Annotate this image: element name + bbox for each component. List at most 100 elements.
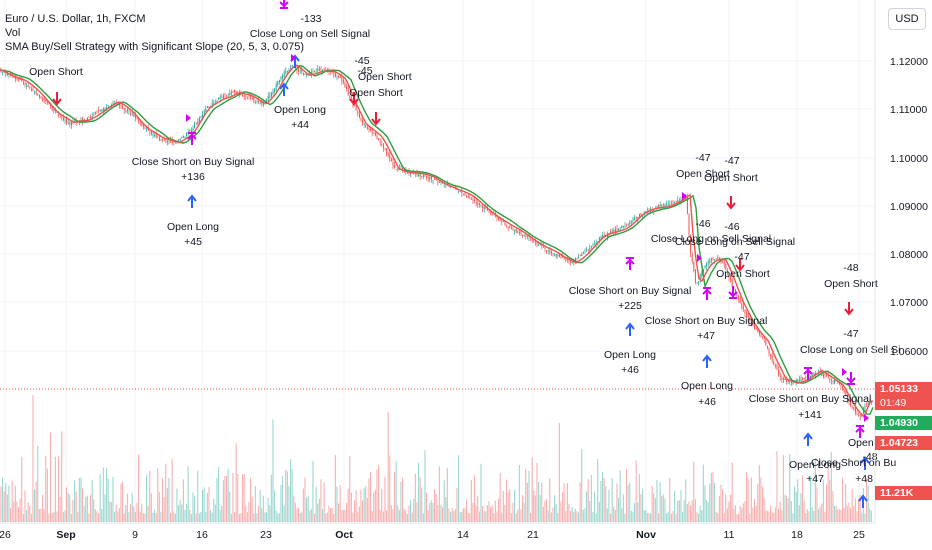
volume-bar <box>760 477 762 522</box>
candle-body <box>744 310 746 314</box>
candle-body <box>34 91 36 93</box>
volume-bar <box>600 481 602 522</box>
candle-body <box>173 141 175 143</box>
candle-body <box>659 205 661 207</box>
candle-body <box>586 249 588 251</box>
candle-body <box>93 114 95 116</box>
time-axis[interactable]: 26 Sep 9 16 23 Oct 14 21 Nov 11 18 25 <box>0 529 865 541</box>
candle-body <box>66 119 68 123</box>
volume-bar <box>21 456 23 522</box>
candle-body <box>546 249 548 251</box>
candle-body <box>435 178 437 181</box>
volume-bar <box>718 496 720 522</box>
volume-bar <box>14 485 16 522</box>
candle-body <box>235 91 237 94</box>
candle-body <box>579 255 581 257</box>
candle-body <box>768 348 770 354</box>
candle-body <box>222 95 224 99</box>
volume-bar <box>235 443 237 522</box>
price-axis[interactable]: 1.12000 1.11000 1.10000 1.09000 1.08000 1.070… <box>890 56 928 358</box>
volume-bar <box>614 509 616 522</box>
candle-body <box>810 375 812 380</box>
volume-indicator-label[interactable]: Vol <box>5 27 21 39</box>
signal-label: Close Short on Buy Signal <box>645 315 768 327</box>
candle-body <box>6 73 8 75</box>
volume-bar <box>824 511 826 522</box>
volume-bar <box>430 500 432 522</box>
volume-bar <box>838 508 840 522</box>
candle-body <box>779 373 781 377</box>
candle-body <box>850 400 852 406</box>
signal-label: Open Long <box>274 104 326 116</box>
candle-body <box>693 262 695 271</box>
volume-bar <box>560 501 562 522</box>
candle-body <box>515 229 517 233</box>
volume-bar <box>176 488 178 522</box>
long-signal-arrow <box>625 322 635 336</box>
candle-body <box>304 73 306 75</box>
candle-body <box>846 396 848 400</box>
candle-body <box>827 375 829 378</box>
volume-bar <box>96 511 98 522</box>
volume-bar <box>422 513 424 522</box>
candle-body <box>698 281 700 283</box>
candle-body <box>256 101 258 103</box>
volume-bar <box>414 473 416 522</box>
volume-bar <box>536 462 538 522</box>
volume-bar <box>392 508 394 522</box>
candle-body <box>22 82 24 84</box>
candle-body <box>395 169 397 171</box>
volume-bar <box>448 508 450 522</box>
signal-label: +225 <box>618 300 642 312</box>
currency-button[interactable]: USD <box>888 8 926 30</box>
signal-label: Open Short <box>716 268 770 280</box>
strategy-label[interactable]: SMA Buy/Sell Strategy with Significant S… <box>5 41 304 53</box>
candle-body <box>162 139 164 141</box>
volume-bar <box>139 511 141 522</box>
candle-body <box>723 261 725 265</box>
candle-body <box>374 132 376 136</box>
candle-body <box>418 174 420 177</box>
volume-bar <box>158 491 160 522</box>
candle-body <box>858 415 860 417</box>
volume-bar <box>248 502 250 522</box>
volume-bar <box>675 513 677 522</box>
candle-body <box>702 269 704 273</box>
symbol-title[interactable]: Euro / U.S. Dollar, 1h, FXCM <box>5 13 146 25</box>
candle-body <box>741 304 743 308</box>
candle-body <box>275 84 277 90</box>
volume-bar <box>829 479 831 522</box>
volume-bar <box>142 513 144 522</box>
volume-bar <box>672 511 674 522</box>
volume-bar <box>869 508 871 522</box>
candle-body <box>653 209 655 212</box>
short-signal-arrow <box>735 258 745 272</box>
volume-bar <box>285 469 287 522</box>
volume-bar <box>562 491 564 522</box>
volume-bar <box>491 505 493 522</box>
volume-bar <box>642 488 644 522</box>
candle-body <box>558 254 560 257</box>
candle-body <box>710 258 712 261</box>
volume-bar <box>336 486 338 522</box>
volume-bar <box>552 507 554 522</box>
volume-bar <box>34 489 36 522</box>
close-signal-marker <box>728 286 738 299</box>
candle-body <box>128 111 130 113</box>
candle-body <box>557 254 559 256</box>
volume-bar <box>82 488 84 522</box>
volume-bar <box>93 499 95 522</box>
candle-body <box>35 91 37 95</box>
candle-body <box>410 172 412 175</box>
candle-body <box>611 230 613 233</box>
candle-body <box>856 414 858 415</box>
volume-bar <box>424 450 426 522</box>
candle-body <box>499 219 501 221</box>
current-price-tag: 1.05133 <box>875 382 932 396</box>
volume-bar <box>776 451 778 522</box>
volume-bar <box>728 501 730 522</box>
volume-bar <box>262 495 264 522</box>
signal-label: +141 <box>798 409 822 421</box>
volume-bar <box>499 472 501 522</box>
